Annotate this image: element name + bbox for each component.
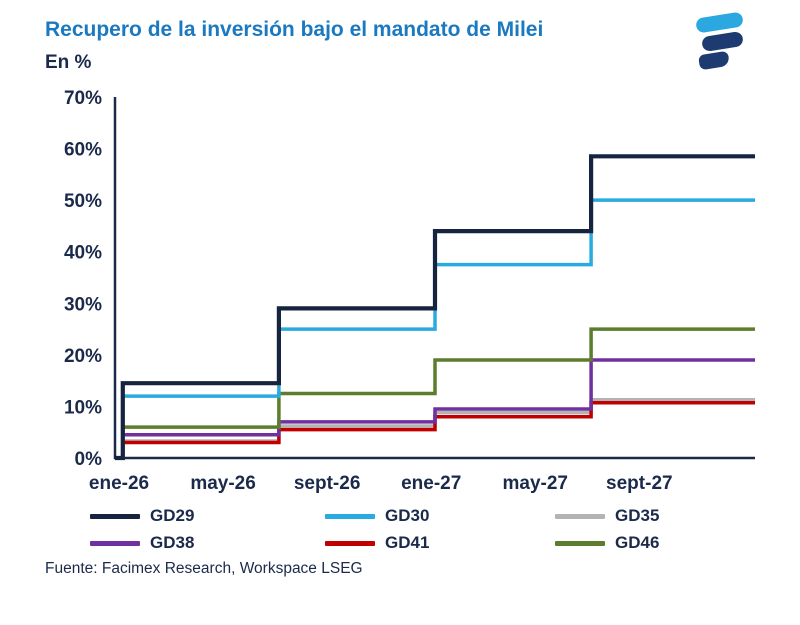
y-axis-tick-label: 30% — [64, 294, 102, 315]
legend-label-gd35: GD35 — [615, 506, 660, 525]
legend-label-gd29: GD29 — [150, 506, 195, 525]
legend-swatch-gd30 — [325, 513, 375, 519]
chart-unit-label: En % — [45, 52, 92, 73]
logo-bar-bottom — [698, 50, 730, 71]
legend-swatch-gd41 — [325, 540, 375, 546]
y-axis-tick-label: 40% — [64, 243, 102, 264]
facimex-logo — [694, 11, 748, 78]
x-axis-tick-label: sept-26 — [294, 473, 361, 494]
y-axis-tick-label: 50% — [64, 191, 102, 212]
legend-item-gd29: GD29 — [90, 506, 325, 526]
page-title: Recupero de la inversión bajo el mandato… — [45, 18, 544, 41]
legend-item-gd38: GD38 — [90, 533, 325, 553]
series-line-gd29 — [115, 154, 755, 461]
recovery-step-chart: 0% 10% 20% 30% 40% 50% 60% 70% ene-26 may-26 sept-… — [64, 88, 755, 494]
x-axis-tick-label: may-27 — [503, 473, 569, 494]
series-line-gd46 — [115, 327, 755, 460]
chart-legend: GD29 GD30 GD35 GD38 GD41 GD46 — [90, 506, 750, 553]
y-axis-tick-label: 20% — [64, 346, 102, 367]
legend-item-gd30: GD30 — [325, 506, 555, 526]
x-axis-tick-label: sept-27 — [606, 473, 673, 494]
y-axis-tick-label: 10% — [64, 397, 102, 418]
y-axis-tick-label: 0% — [75, 449, 103, 470]
legend-item-gd46: GD46 — [555, 533, 730, 553]
x-axis-tick-label: ene-27 — [401, 473, 461, 494]
logo-bar-middle — [701, 30, 744, 53]
legend-item-gd41: GD41 — [325, 533, 555, 553]
legend-swatch-gd46 — [555, 540, 605, 546]
logo-bar-top — [695, 11, 744, 34]
legend-label-gd41: GD41 — [385, 533, 430, 552]
legend-item-gd35: GD35 — [555, 506, 730, 526]
y-axis-tick-label: 70% — [64, 88, 102, 109]
legend-swatch-gd35 — [555, 513, 605, 519]
legend-label-gd38: GD38 — [150, 533, 195, 552]
y-axis-tick-label: 60% — [64, 140, 102, 161]
legend-label-gd30: GD30 — [385, 506, 430, 525]
legend-swatch-gd29 — [90, 513, 140, 519]
x-axis-tick-label: may-26 — [190, 473, 256, 494]
x-axis-tick-label: ene-26 — [89, 473, 149, 494]
source-note: Fuente: Facimex Research, Workspace LSEG — [45, 560, 363, 577]
legend-label-gd46: GD46 — [615, 533, 660, 552]
legend-swatch-gd38 — [90, 540, 140, 546]
